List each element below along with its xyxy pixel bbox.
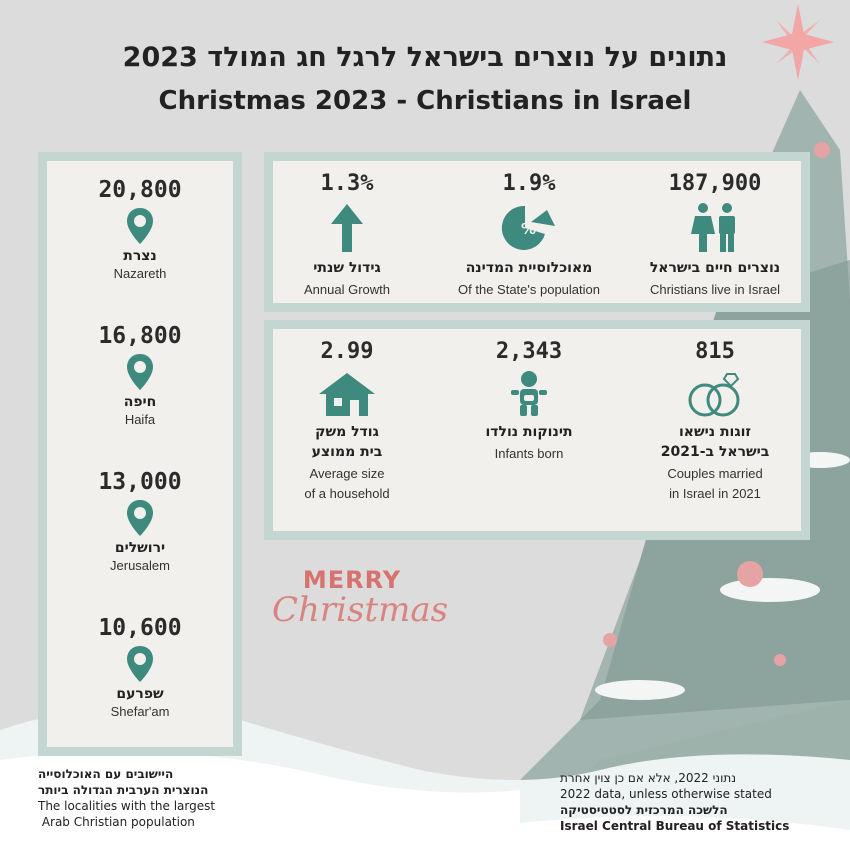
stat-value: 1.3% — [320, 171, 374, 196]
stat-value: 815 — [695, 339, 735, 364]
source-he: הלשכה המרכזית לסטטיסטיקה — [560, 803, 728, 817]
stat-population-share: 1.9% % מאוכלוסיית המדינה Of the State's … — [441, 171, 617, 300]
stat-value: 187,900 — [668, 171, 762, 196]
stat-label-en: Of the State's population — [458, 282, 600, 297]
source-notes: נתוני 2022, אלא אם כן צוין אחרת 2022 dat… — [560, 770, 810, 834]
locality-population: 16,800 — [98, 323, 182, 349]
stat-value: 2,343 — [495, 339, 563, 364]
baby-icon — [511, 371, 547, 416]
rings-icon — [688, 373, 740, 417]
svg-text:%: % — [521, 220, 536, 238]
map-pin-icon — [127, 500, 153, 536]
stat-label-he-line2: בישראל ב-2021 — [660, 444, 770, 460]
stat-annual-growth: 1.3% גידול שנתי Annual Growth — [259, 171, 435, 300]
source-en: Israel Central Bureau of Statistics — [560, 819, 790, 833]
stat-christians-count: 187,900 נוצרים חיים בישראל Christians li… — [627, 171, 803, 300]
locality-nazareth: 20,800 נצרת Nazareth — [47, 177, 233, 281]
merry-christmas-greeting: MERRY Christmas — [272, 566, 449, 630]
data-note-he: נתוני 2022, אלא אם כן צוין אחרת — [560, 771, 737, 785]
locality-population: 20,800 — [98, 177, 182, 203]
caption-he-line1: היישובים עם האוכלוסייה — [38, 767, 174, 781]
locality-name-he: ירושלים — [114, 540, 166, 556]
stat-label-en-line2: in Israel in 2021 — [669, 486, 761, 501]
locality-population: 13,000 — [98, 469, 182, 495]
people-icon — [691, 203, 735, 252]
map-pin-icon — [127, 646, 153, 682]
locality-name-he: שפרעם — [116, 686, 164, 702]
greeting-line-2: Christmas — [272, 590, 449, 630]
locality-name-he: חיפה — [123, 394, 157, 410]
localities-caption: היישובים עם האוכלוסייה הנוצרית הערבית הג… — [38, 766, 258, 830]
locality-name-en: Nazareth — [113, 266, 167, 281]
stat-label-he: גידול שנתי — [313, 260, 381, 276]
data-note-en: 2022 data, unless otherwise stated — [560, 787, 772, 801]
locality-name-en: Shefar'am — [110, 704, 170, 719]
locality-name-en: Jerusalem — [110, 558, 170, 573]
locality-haifa: 16,800 חיפה Haifa — [47, 323, 233, 427]
stat-value: 2.99 — [320, 339, 374, 364]
caption-he-line2: הנוצרית הערבית הגדולה ביותר — [38, 783, 209, 797]
caption-en-line1: The localities with the largest — [38, 799, 216, 813]
population-stats-box: 187,900 נוצרים חיים בישראל Christians li… — [264, 152, 810, 312]
locality-jerusalem: 13,000 ירושלים Jerusalem — [47, 469, 233, 573]
stat-label-he: נוצרים חיים בישראל — [649, 260, 781, 276]
localities-panel: 20,800 נצרת Nazareth 16,800 חיפה Haifa 1… — [38, 152, 242, 756]
stat-label-en: Infants born — [494, 446, 564, 461]
map-pin-icon — [127, 208, 153, 244]
pie-percent-icon: % — [501, 205, 555, 250]
locality-name-he: נצרת — [123, 248, 157, 264]
stat-infants-born: 2,343 תינוקות נולדו Infants born — [441, 339, 617, 464]
family-stats-box: 815 זוגות נישאו בישראל ב-2021 Couples ma… — [264, 320, 810, 540]
arrow-up-icon — [331, 204, 363, 252]
caption-en-line2: Arab Christian population — [38, 815, 195, 829]
map-pin-icon — [127, 354, 153, 390]
title-hebrew: נתונים על נוצרים בישראל לרגל חג המולד 20… — [122, 42, 728, 73]
stat-label-he: זוגות נישאו — [679, 424, 751, 440]
stat-label-en: Couples married — [667, 466, 763, 481]
stat-household-size: 2.99 גודל משק בית ממוצע Average size of … — [259, 339, 435, 504]
stat-label-he: גודל משק — [315, 424, 379, 440]
locality-shefaram: 10,600 שפרעם Shefar'am — [47, 615, 233, 719]
stat-label-en: Average size — [309, 466, 385, 481]
stat-label-en: Annual Growth — [304, 282, 390, 297]
stat-label-en-line2: of a household — [304, 486, 390, 501]
title-english: Christmas 2023 - Christians in Israel — [158, 86, 692, 116]
stat-value: 1.9% — [502, 171, 556, 196]
stat-label-en: Christians live in Israel — [649, 282, 781, 297]
house-icon — [319, 373, 375, 416]
stat-label-he-line2: בית ממוצע — [311, 444, 383, 460]
locality-name-en: Haifa — [124, 412, 156, 427]
locality-population: 10,600 — [98, 615, 182, 641]
greeting-line-1: MERRY — [302, 566, 402, 594]
stat-label-he: תינוקות נולדו — [485, 424, 573, 440]
stat-label-he: מאוכלוסיית המדינה — [465, 260, 593, 276]
stat-couples-married: 815 זוגות נישאו בישראל ב-2021 Couples ma… — [627, 339, 803, 504]
